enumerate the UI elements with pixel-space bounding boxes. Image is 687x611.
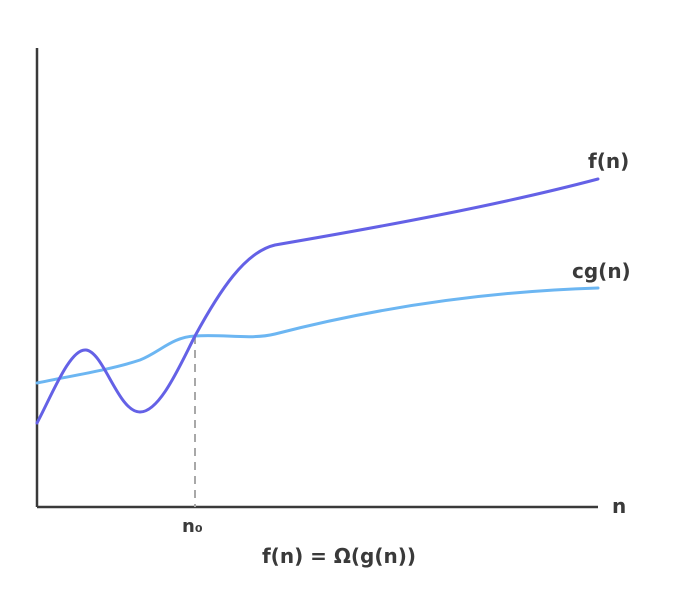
threshold-label: n₀	[182, 516, 203, 537]
curve-f	[35, 177, 600, 425]
x-axis-label: n	[612, 494, 626, 518]
curve-label-f: f(n)	[588, 149, 629, 173]
caption: f(n) = Ω(g(n))	[262, 544, 416, 568]
curve-cg	[35, 286, 600, 385]
curve-label-cg: cg(n)	[572, 259, 631, 283]
